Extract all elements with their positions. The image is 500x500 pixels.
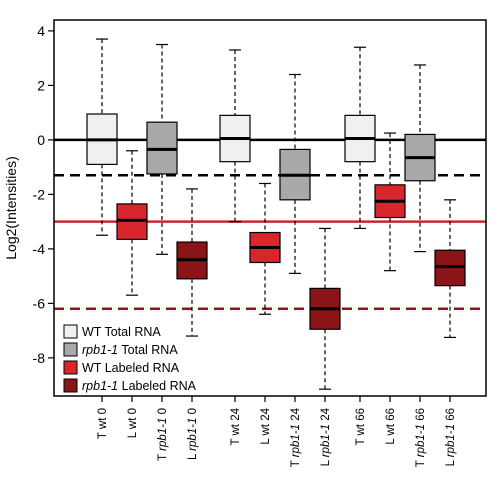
box-T-rpb1-1-0 [146, 43, 178, 255]
box-L-rpb1-1-0 [176, 188, 208, 337]
legend: WT Total RNA rpb1-1 Total RNA WT Labeled R… [63, 324, 197, 393]
legend-swatch [63, 360, 78, 375]
x-tick-label: L rpb1-1 24 [320, 407, 332, 466]
legend-label: rpb1-1 Total RNA [82, 343, 178, 357]
x-tick-label: L wt 66 [385, 408, 397, 445]
x-tick-label: L wt 0 [127, 408, 139, 438]
legend-swatch [63, 342, 78, 357]
legend-label: WT Total RNA [82, 325, 161, 339]
box-L-wt-0 [116, 150, 148, 296]
legend-label: rpb1-1 Labeled RNA [82, 379, 197, 393]
y-tick-label: 2 [37, 77, 45, 93]
box-T-wt-24 [219, 49, 251, 223]
x-category-labels: T wt 0 L wt 0 T rpb1-1 0 L rpb1-1 0 T wt 24 L… [97, 396, 457, 467]
y-tick-label: 4 [37, 23, 45, 39]
y-axis-label: Log2(Intensities) [3, 156, 19, 260]
x-tick-label: T rpb1-1 24 [290, 407, 302, 467]
x-tick-label: T wt 66 [355, 408, 367, 446]
box-T-rpb1-1-24 [279, 73, 311, 274]
plot-frame [53, 19, 487, 397]
legend-item-1: rpb1-1 Total RNA [63, 342, 178, 357]
x-tick-label: L wt 24 [260, 407, 272, 444]
x-tick-label: T rpb1-1 66 [415, 408, 427, 467]
y-tick-label: 0 [37, 132, 45, 148]
y-tick-label: -8 [33, 350, 46, 366]
box-L-rpb1-1-24 [309, 227, 341, 390]
x-tick-label: L rpb1-1 66 [445, 408, 457, 466]
box-T-wt-0 [86, 38, 118, 236]
legend-label: WT Labeled RNA [82, 361, 180, 375]
boxes [86, 38, 466, 390]
box-L-rpb1-1-66 [434, 199, 466, 339]
legend-swatch [63, 324, 78, 339]
box-L-wt-66 [374, 132, 406, 272]
x-tick-label: T wt 24 [230, 407, 242, 445]
box-T-rpb1-1-66 [404, 64, 436, 253]
y-tick-label: -6 [33, 295, 46, 311]
x-tick-label: T rpb1-1 0 [157, 408, 169, 461]
box-T-wt-66 [344, 46, 376, 230]
y-axis: -8 -6 -4 -2 0 2 4 [33, 23, 54, 366]
y-tick-label: -4 [33, 241, 46, 257]
x-tick-label: T wt 0 [97, 408, 109, 439]
legend-swatch [63, 378, 78, 393]
y-tick-label: -2 [33, 186, 46, 202]
box-L-wt-24 [249, 182, 281, 315]
legend-item-3: rpb1-1 Labeled RNA [63, 378, 197, 393]
x-tick-label: L rpb1-1 0 [187, 408, 199, 460]
legend-item-0: WT Total RNA [63, 324, 161, 339]
legend-item-2: WT Labeled RNA [63, 360, 180, 375]
